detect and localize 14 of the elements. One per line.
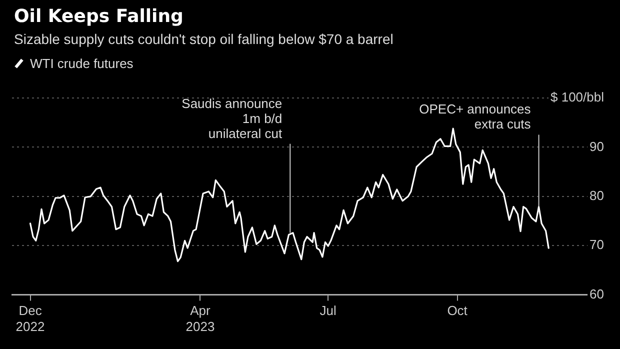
chart-subtitle: Sizable supply cuts couldn't stop oil falling below $70 a barrel	[14, 31, 394, 47]
y-tick-label: 80	[590, 188, 604, 203]
legend-label: WTI crude futures	[30, 56, 134, 71]
annotation: OPEC+ announces extra cuts	[419, 102, 532, 132]
y-tick-label: 60	[590, 286, 604, 302]
x-tick-label: Jul	[320, 303, 336, 318]
x-tick-label: Dec 2022	[16, 303, 45, 334]
chart-title: Oil Keeps Falling	[14, 6, 184, 27]
x-tick-label: Oct	[447, 303, 468, 318]
y-tick-label: $ 100/bbl	[550, 90, 604, 105]
annotation: Saudis announce 1m b/d unilateral cut	[182, 96, 283, 141]
y-tick-label: 90	[590, 138, 604, 154]
y-tick-label: 70	[590, 237, 604, 252]
x-tick-label: Apr 2023	[186, 303, 215, 334]
